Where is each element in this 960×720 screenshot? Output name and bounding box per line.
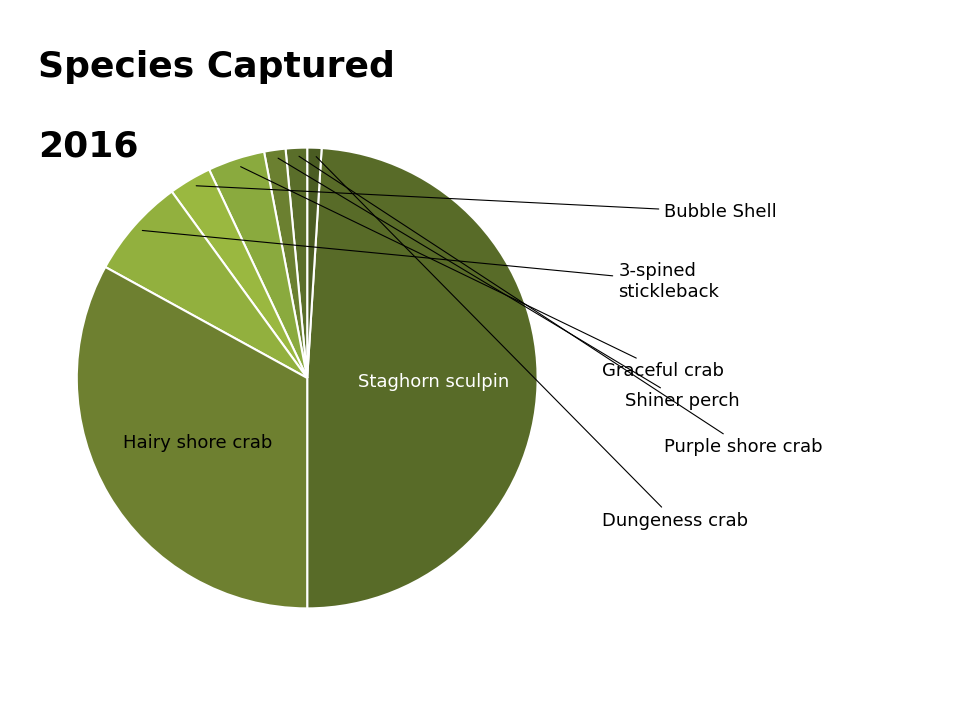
Text: Dungeness crab: Dungeness crab — [316, 156, 748, 530]
Text: 3-spined
stickleback: 3-spined stickleback — [142, 230, 719, 301]
Wedge shape — [209, 152, 307, 378]
Text: Shiner perch: Shiner perch — [278, 158, 740, 410]
Wedge shape — [172, 169, 307, 378]
Text: Graceful crab: Graceful crab — [241, 166, 724, 380]
Wedge shape — [77, 267, 307, 608]
Text: 2016: 2016 — [38, 130, 139, 163]
Wedge shape — [307, 148, 322, 378]
Text: Species Captured: Species Captured — [38, 50, 396, 84]
Wedge shape — [264, 148, 307, 378]
Text: Hairy shore crab: Hairy shore crab — [124, 433, 273, 451]
Text: Purple shore crab: Purple shore crab — [299, 156, 823, 456]
Wedge shape — [307, 148, 538, 608]
Wedge shape — [285, 148, 307, 378]
Text: Staghorn sculpin: Staghorn sculpin — [358, 373, 510, 391]
Text: Bubble Shell: Bubble Shell — [196, 186, 777, 221]
Wedge shape — [106, 192, 307, 378]
